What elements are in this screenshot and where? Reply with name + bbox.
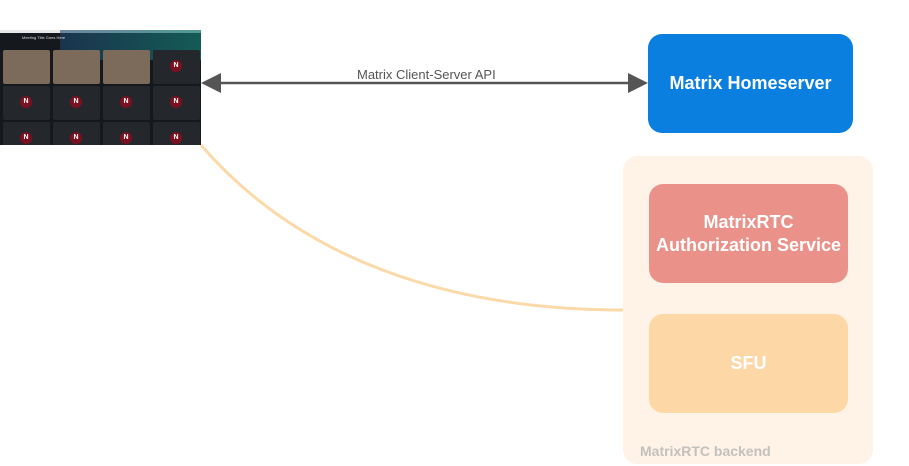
participant-tile — [3, 50, 50, 84]
meeting-title: Meeting Title Goes Here — [22, 35, 66, 40]
participant-tile: N — [153, 86, 200, 120]
avatar: N — [120, 132, 132, 144]
participant-tile: N — [153, 50, 200, 84]
participant-tile: N — [153, 122, 200, 145]
avatar: N — [120, 96, 132, 108]
avatar: N — [20, 96, 32, 108]
participant-tile — [53, 50, 100, 84]
call-client-screenshot: Meeting Title Goes Here N N N N N N N N N — [0, 30, 201, 145]
avatar: N — [70, 132, 82, 144]
participant-tile: N — [53, 122, 100, 145]
avatar: N — [70, 96, 82, 108]
sfu: SFU — [649, 314, 848, 413]
avatar: N — [170, 60, 182, 72]
api-label: Matrix Client-Server API — [357, 67, 496, 82]
avatar: N — [170, 96, 182, 108]
backend-label: MatrixRTC backend — [640, 443, 771, 459]
avatar: N — [20, 132, 32, 144]
avatar: N — [170, 132, 182, 144]
participant-tile: N — [3, 86, 50, 120]
participant-tile: N — [103, 122, 150, 145]
participant-tile: N — [3, 122, 50, 145]
participant-tile: N — [53, 86, 100, 120]
matrix-homeserver: Matrix Homeserver — [648, 34, 853, 133]
matrixrtc-authorization-service: MatrixRTC Authorization Service — [649, 184, 848, 283]
client-backend-connection — [199, 144, 624, 312]
participant-tile: N — [103, 86, 150, 120]
participant-tile — [103, 50, 150, 84]
